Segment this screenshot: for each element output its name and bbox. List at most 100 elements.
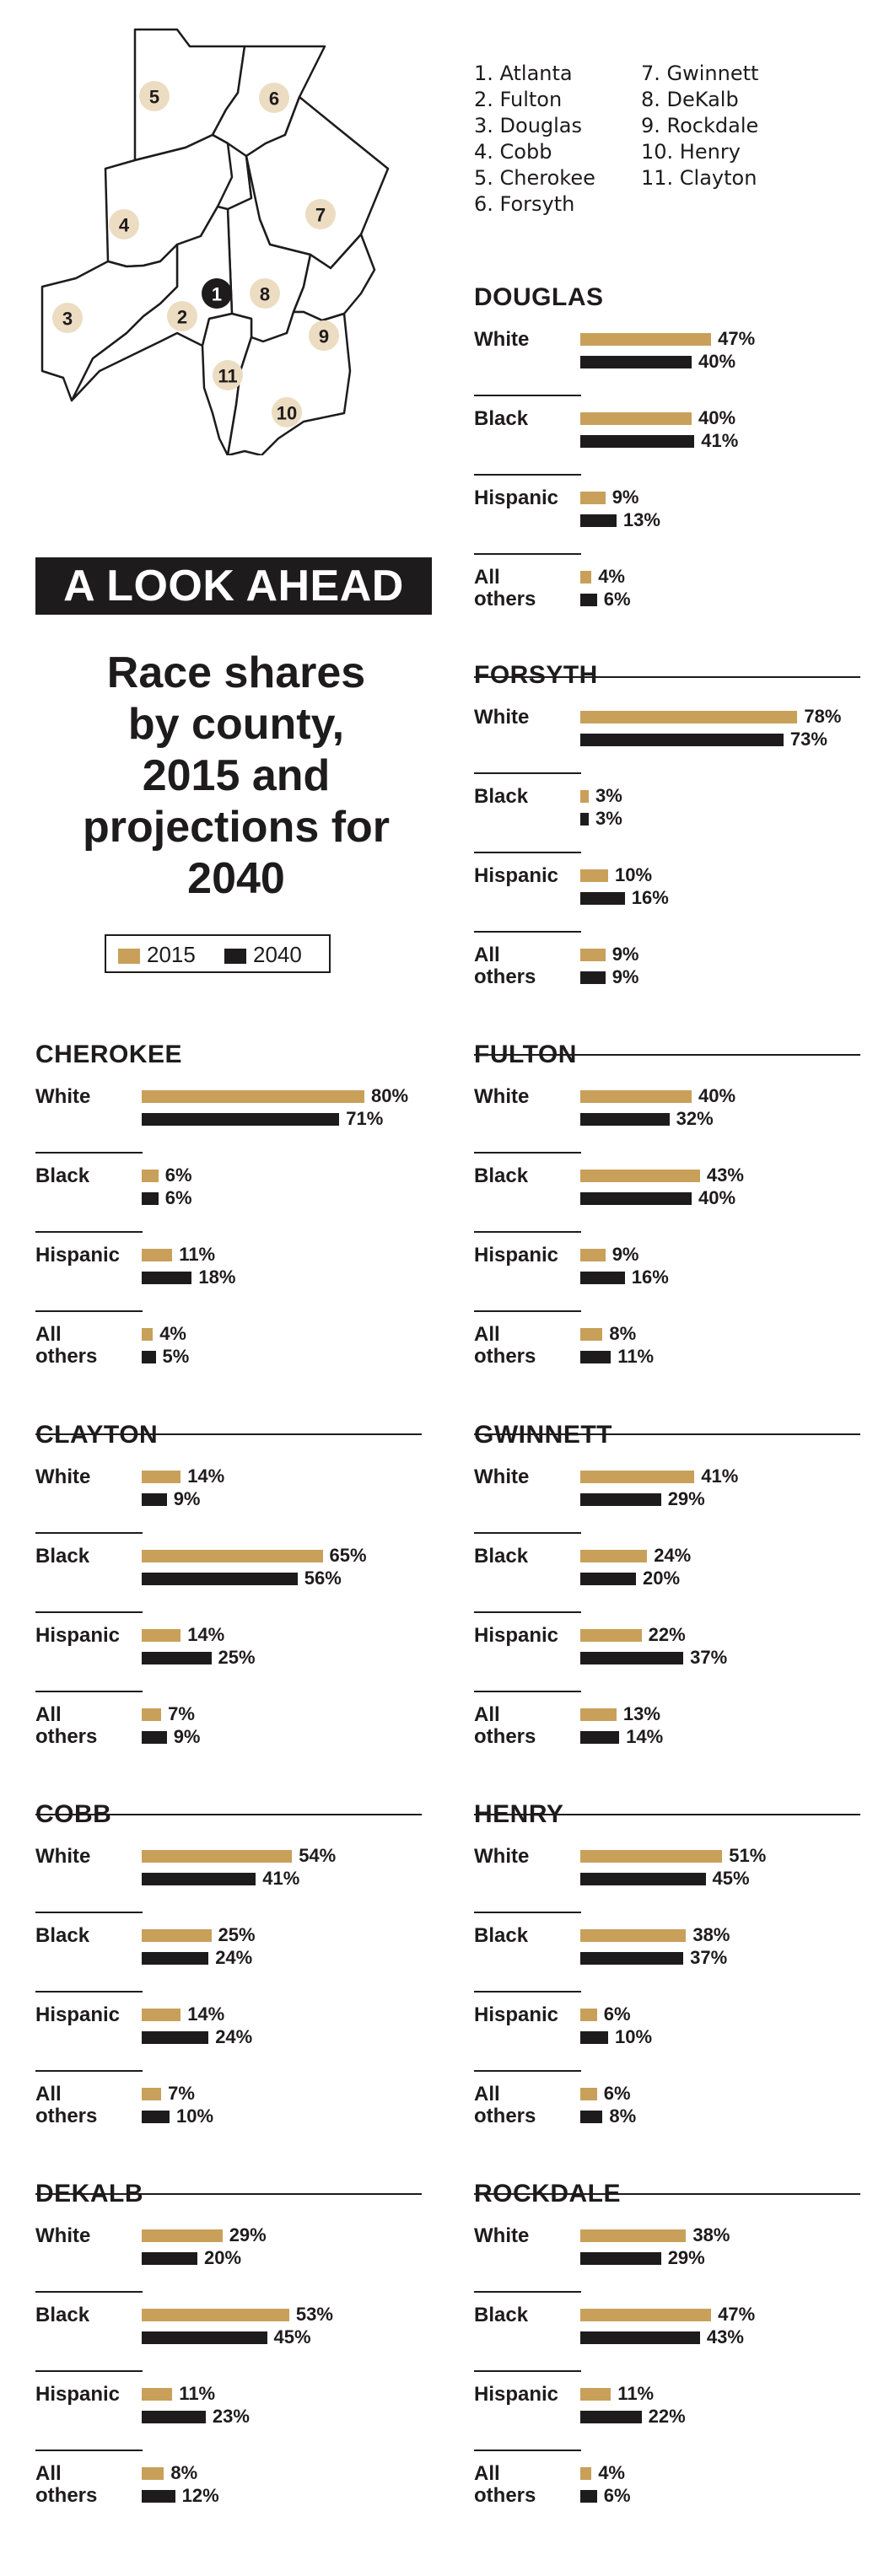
value-label-2040: 6%	[603, 2485, 631, 2506]
bar-2015	[580, 2229, 687, 2242]
map-marker-number: 10	[277, 403, 297, 424]
category-row: White 47% 40%	[474, 322, 860, 401]
bar-2015	[142, 1629, 181, 1642]
bar-2040	[580, 1272, 625, 1284]
panel-divider	[474, 1054, 860, 1056]
bar-2040	[580, 1573, 636, 1585]
category-row: All others 13% 14%	[474, 1697, 860, 1777]
value-label-2040: 40%	[698, 1187, 736, 1208]
value-label-2040: 41%	[262, 1868, 300, 1889]
bar-2040	[580, 435, 695, 448]
row-divider	[35, 1912, 143, 1913]
bar-2015	[142, 2388, 173, 2401]
value-label-2015: 13%	[622, 1703, 660, 1724]
county-legend-item: 2. Fulton	[474, 88, 563, 111]
category-label: White	[35, 2224, 91, 2247]
legend-label-2015: 2015	[147, 942, 196, 967]
category-label: Hispanic	[474, 487, 559, 509]
county-legend-item: 11. Clayton	[641, 166, 757, 190]
value-label-2015: 8%	[609, 1323, 637, 1344]
map-region-douglas	[40, 243, 179, 402]
category-label: Black	[474, 407, 529, 430]
bar-2015	[580, 1471, 695, 1483]
value-label-2040: 45%	[273, 2326, 311, 2347]
category-label: All others	[35, 2462, 98, 2507]
row-divider	[474, 1611, 581, 1613]
value-label-2015: 24%	[654, 1545, 692, 1566]
legend-entry-2015: 2015	[118, 942, 196, 967]
bar-2040	[580, 1113, 670, 1126]
map-marker-badge	[52, 303, 83, 333]
category-row: Hispanic 11% 23%	[35, 2377, 422, 2456]
value-label-2015: 11%	[179, 1244, 216, 1265]
value-label-2040: 56%	[304, 1568, 342, 1589]
value-label-2040: 45%	[712, 1868, 750, 1889]
bar-2015	[142, 1090, 364, 1103]
category-label: Hispanic	[35, 2003, 121, 2026]
category-label: Hispanic	[474, 1624, 559, 1647]
row-divider	[35, 2070, 143, 2072]
bar-2015	[580, 1929, 687, 1942]
row-divider	[474, 1991, 581, 1993]
row-divider	[474, 2291, 581, 2293]
value-label-2040: 23%	[212, 2406, 250, 2427]
value-label-2040: 3%	[595, 808, 622, 829]
value-label-2015: 14%	[187, 2003, 225, 2025]
category-label: Hispanic	[35, 2383, 121, 2406]
legend-label-2040: 2040	[253, 942, 302, 967]
county-panel-rockdale: ROCKDALE White 38% 29% Black 47% 43% Hispanic 11…	[474, 2180, 860, 2576]
map-marker-number: 1	[212, 284, 222, 305]
value-label-2040: 9%	[173, 1726, 201, 1747]
category-label: Black	[474, 1164, 529, 1187]
bar-2015	[580, 2009, 597, 2021]
county-panel-title: COBB	[35, 1800, 112, 1828]
bar-2040	[580, 2031, 608, 2044]
category-row: All others 8% 12%	[35, 2456, 422, 2536]
value-label-2015: 51%	[729, 1845, 767, 1866]
row-divider	[35, 2370, 143, 2372]
county-panel-title: ROCKDALE	[474, 2180, 621, 2208]
value-label-2040: 5%	[162, 1346, 190, 1367]
value-label-2015: 25%	[218, 1924, 256, 1945]
map-marker-number: 2	[177, 307, 187, 328]
county-panel-forsyth: FORSYTH White 78% 73% Black 3% 3% Hispanic 10% 16…	[474, 661, 860, 1057]
category-label: Black	[474, 2304, 529, 2326]
legend-swatch-2040	[224, 949, 246, 965]
bar-2015	[580, 1550, 648, 1562]
bar-2040	[142, 1652, 212, 1664]
value-label-2040: 9%	[612, 966, 639, 987]
category-label: All others	[474, 1703, 536, 1748]
chart-title-line: Race shares	[106, 648, 366, 697]
bar-2015	[580, 790, 589, 803]
map-marker-badge	[272, 397, 302, 428]
category-row: All others 4% 6%	[474, 2456, 860, 2536]
bar-2015	[580, 333, 712, 346]
legend-entry-2040: 2040	[224, 942, 302, 967]
map-marker-number: 6	[269, 89, 279, 110]
bar-2015	[580, 1328, 603, 1341]
county-panel-title: CLAYTON	[35, 1421, 159, 1449]
row-divider	[35, 2291, 143, 2293]
county-panel-fulton: FULTON White 40% 32% Black 43% 40% Hispanic 9% 16…	[474, 1041, 860, 1437]
bar-2040	[142, 1573, 298, 1585]
value-label-2015: 6%	[603, 2003, 631, 2025]
bar-2015	[142, 1170, 159, 1182]
county-panel-cherokee: CHEROKEE White 80% 71% Black 6% 6% Hispanic 11% 1…	[35, 1041, 422, 1437]
category-label: All others	[474, 1323, 536, 1368]
value-label-2040: 16%	[631, 887, 669, 908]
value-label-2015: 53%	[295, 2304, 333, 2325]
bar-2015	[580, 1708, 617, 1721]
value-label-2040: 8%	[609, 2105, 637, 2127]
category-row: Black 40% 41%	[474, 401, 860, 481]
category-label: White	[35, 1465, 91, 1488]
category-row: Hispanic 9% 16%	[474, 1238, 860, 1317]
bar-2015	[142, 1850, 293, 1863]
category-label: Hispanic	[474, 1244, 559, 1266]
bar-2040	[580, 2111, 603, 2123]
row-divider	[474, 1152, 581, 1154]
bar-2040	[580, 514, 617, 527]
value-label-2040: 13%	[622, 509, 660, 530]
category-row: Black 47% 43%	[474, 2298, 860, 2377]
bar-2015	[142, 1550, 323, 1562]
county-panel-title: FULTON	[474, 1041, 577, 1068]
